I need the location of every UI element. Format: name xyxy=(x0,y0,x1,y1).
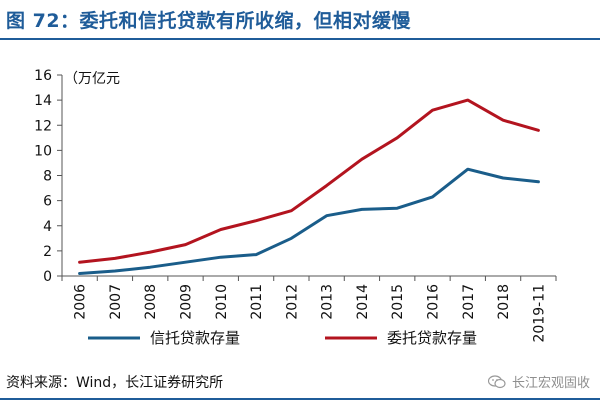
y-tick-label: 8 xyxy=(43,169,52,185)
x-tick-label: 2006 xyxy=(73,284,89,320)
y-tick-label: 2 xyxy=(43,244,52,260)
series-line-1 xyxy=(78,98,540,264)
x-tick-label: 2019-11 xyxy=(531,284,547,343)
x-tick-label: 2015 xyxy=(390,284,406,320)
x-tick-label: 2011 xyxy=(249,284,265,320)
x-ticks: 2006 2007 2008 2009 2010 2011 2012 2013 2014 2015… xyxy=(61,276,557,343)
legend: 信托贷款存量 委托贷款存量 xyxy=(88,329,477,347)
y-tick-label: 10 xyxy=(34,143,52,159)
y-tick-label: 12 xyxy=(34,118,52,134)
x-tick-label: 2008 xyxy=(143,284,159,320)
x-tick-label: 2012 xyxy=(284,284,300,320)
source-note: 资料来源：Wind，长江证券研究所 xyxy=(6,375,224,391)
series-line-0 xyxy=(78,167,540,275)
legend-label-entrusted: 委托贷款存量 xyxy=(387,329,477,347)
y-ticks: 0 2 4 6 8 10 12 14 16 xyxy=(34,68,62,285)
y-tick-label: 4 xyxy=(43,219,52,235)
x-tick-label: 2009 xyxy=(179,284,195,320)
y-tick-label: 14 xyxy=(34,93,52,109)
x-tick-label: 2013 xyxy=(320,284,336,320)
bottom-rule xyxy=(0,398,600,400)
y-tick-label: 16 xyxy=(34,68,52,84)
legend-label-trust: 信托贷款存量 xyxy=(150,329,240,347)
y-unit-label: （万亿元 xyxy=(64,71,120,87)
x-tick-label: 2018 xyxy=(496,284,512,320)
wechat-icon xyxy=(487,374,506,389)
series-lines xyxy=(78,98,540,275)
watermark: 长江宏观固收 xyxy=(487,372,590,391)
y-tick-label: 6 xyxy=(43,194,52,210)
x-tick-label: 2010 xyxy=(214,284,230,320)
x-tick-label: 2016 xyxy=(426,284,442,320)
watermark-text: 长江宏观固收 xyxy=(511,376,590,391)
x-tick-label: 2007 xyxy=(108,284,124,320)
y-tick-label: 0 xyxy=(43,269,52,285)
x-tick-label: 2017 xyxy=(461,284,477,320)
chart-title: 图 72：委托和信托贷款有所收缩，但相对缓慢 xyxy=(6,9,412,32)
title-bar: 图 72：委托和信托贷款有所收缩，但相对缓慢 xyxy=(0,0,600,40)
x-tick-label: 2014 xyxy=(355,284,371,320)
